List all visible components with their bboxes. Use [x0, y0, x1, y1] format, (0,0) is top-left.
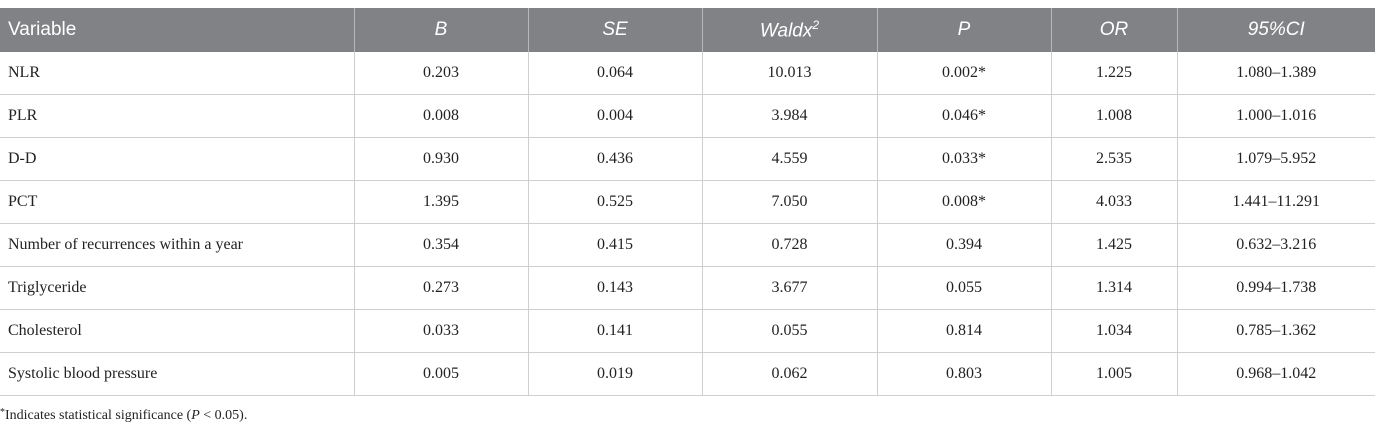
cell: 0.203 — [353, 52, 529, 95]
row-label: Triglyceride — [0, 266, 355, 310]
row-label: Systolic blood pressure — [0, 352, 355, 396]
cell: 0.004 — [527, 94, 703, 138]
cell: 0.273 — [353, 266, 529, 310]
results-table: Variable B SE Waldx2 P OR 95%CI NLR 0.203 0.064 1… — [0, 8, 1375, 396]
footnote-symbol: P — [191, 408, 200, 423]
column-header: SE — [527, 8, 702, 52]
cell: 0.785–1.362 — [1176, 309, 1375, 353]
cell: 2.535 — [1050, 137, 1178, 181]
table-row: PLR 0.008 0.004 3.984 0.046* 1.008 1.000–1.016 — [0, 94, 1375, 138]
table-row: PCT 1.395 0.525 7.050 0.008* 4.033 1.441–11.29… — [0, 180, 1375, 224]
column-header: B — [353, 8, 528, 52]
footnote-mark: * — [0, 407, 5, 418]
cell: 0.064 — [527, 52, 703, 95]
cell: 0.033 — [353, 309, 529, 353]
cell: 0.394 — [876, 223, 1052, 267]
table-row: Number of recurrences within a year 0.354… — [0, 223, 1375, 267]
table-row: D-D 0.930 0.436 4.559 0.033* 2.535 1.079–5.952 — [0, 137, 1375, 181]
cell: 1.000–1.016 — [1176, 94, 1375, 138]
cell: 1.080–1.389 — [1176, 52, 1375, 95]
cell: 1.425 — [1050, 223, 1178, 267]
cell: 0.803 — [876, 352, 1052, 396]
cell: 0.008 — [353, 94, 529, 138]
cell: 1.395 — [353, 180, 529, 224]
row-label: Cholesterol — [0, 309, 355, 353]
cell: 1.225 — [1050, 52, 1178, 95]
column-header: 95%CI — [1176, 8, 1375, 52]
cell: 4.033 — [1050, 180, 1178, 224]
row-label: PCT — [0, 180, 355, 224]
cell: 4.559 — [701, 137, 878, 181]
cell: 0.055 — [876, 266, 1052, 310]
cell: 0.415 — [527, 223, 703, 267]
cell: 0.019 — [527, 352, 703, 396]
table-row: Cholesterol 0.033 0.141 0.055 0.814 1.034 0.78… — [0, 309, 1375, 353]
cell: 10.013 — [701, 52, 878, 95]
cell: 1.314 — [1050, 266, 1178, 310]
footnote: *Indicates statistical significance (P <… — [0, 407, 247, 424]
cell: 0.141 — [527, 309, 703, 353]
header-superscript: 2 — [812, 17, 820, 32]
table-row: NLR 0.203 0.064 10.013 0.002* 1.225 1.080–1.38… — [0, 52, 1375, 95]
table-row: Systolic blood pressure 0.005 0.019 0.062 0.… — [0, 352, 1375, 396]
cell: 0.814 — [876, 309, 1052, 353]
header-text: Waldx — [759, 20, 813, 42]
column-header: Variable — [0, 8, 354, 52]
cell: 7.050 — [701, 180, 878, 224]
cell: 0.143 — [527, 266, 703, 310]
footnote-text: Indicates statistical significance ( — [5, 408, 192, 423]
cell: 0.436 — [527, 137, 703, 181]
column-header: P — [876, 8, 1051, 52]
cell: 0.968–1.042 — [1176, 352, 1375, 396]
header-row: Variable B SE Waldx2 P OR 95%CI — [0, 8, 1375, 52]
cell: 1.008 — [1050, 94, 1178, 138]
cell: 3.677 — [701, 266, 878, 310]
cell: 0.525 — [527, 180, 703, 224]
cell: 0.994–1.738 — [1176, 266, 1375, 310]
cell: 0.002* — [876, 52, 1052, 95]
cell: 0.055 — [701, 309, 878, 353]
row-label: PLR — [0, 94, 355, 138]
row-label: Number of recurrences within a year — [0, 223, 355, 267]
cell: 0.930 — [353, 137, 529, 181]
cell: 0.046* — [876, 94, 1052, 138]
row-label: NLR — [0, 52, 355, 95]
cell: 0.354 — [353, 223, 529, 267]
footnote-text: < 0.05). — [199, 408, 248, 423]
cell: 0.008* — [876, 180, 1052, 224]
cell: 1.441–11.291 — [1176, 180, 1375, 224]
row-label: D-D — [0, 137, 355, 181]
cell: 3.984 — [701, 94, 878, 138]
cell: 0.033* — [876, 137, 1052, 181]
cell: 0.728 — [701, 223, 878, 267]
cell: 1.005 — [1050, 352, 1178, 396]
cell: 0.062 — [701, 352, 878, 396]
cell: 1.034 — [1050, 309, 1178, 353]
table-body: NLR 0.203 0.064 10.013 0.002* 1.225 1.080–1.38… — [0, 52, 1375, 396]
column-header: Waldx2 — [701, 8, 877, 52]
cell: 0.632–3.216 — [1176, 223, 1375, 267]
cell: 1.079–5.952 — [1176, 137, 1375, 181]
cell: 0.005 — [353, 352, 529, 396]
column-header: OR — [1050, 8, 1177, 52]
table-row: Triglyceride 0.273 0.143 3.677 0.055 1.314 0.9… — [0, 266, 1375, 310]
